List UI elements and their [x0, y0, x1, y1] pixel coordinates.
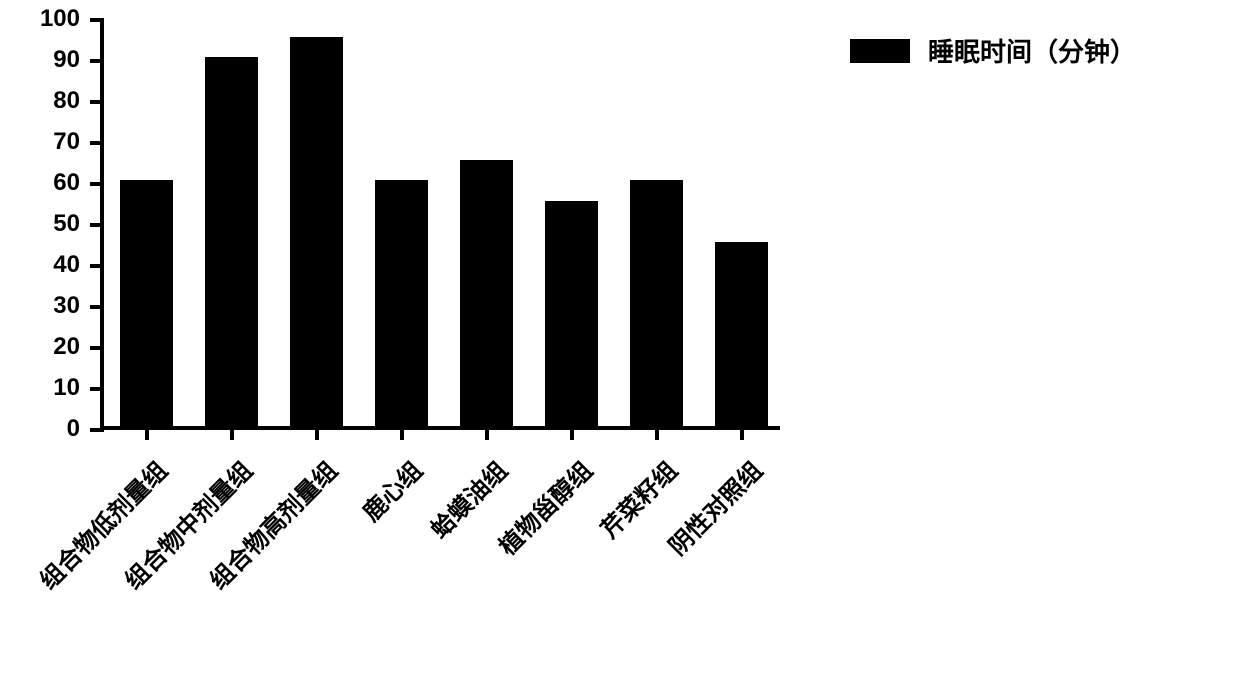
y-tick [90, 182, 104, 186]
y-tick [90, 223, 104, 227]
y-tick-label: 40 [10, 251, 80, 279]
x-tick [570, 426, 574, 440]
x-tick [315, 426, 319, 440]
bar [205, 57, 258, 426]
y-tick-label: 70 [10, 128, 80, 156]
x-tick [400, 426, 404, 440]
y-tick-label: 50 [10, 210, 80, 238]
y-tick-label: 90 [10, 46, 80, 74]
bar [290, 37, 343, 427]
y-tick [90, 264, 104, 268]
x-tick [230, 426, 234, 440]
y-tick-label: 10 [10, 374, 80, 402]
y-tick [90, 100, 104, 104]
bar [460, 160, 513, 427]
y-tick [90, 428, 104, 432]
y-tick [90, 346, 104, 350]
bar-chart: 睡眠时间（分钟） 0102030405060708090100组合物低剂量组组合… [10, 10, 1230, 646]
bar [715, 242, 768, 427]
y-tick-label: 80 [10, 87, 80, 115]
x-tick [740, 426, 744, 440]
bar [630, 180, 683, 426]
y-tick [90, 141, 104, 145]
y-tick [90, 59, 104, 63]
x-tick [145, 426, 149, 440]
y-tick [90, 387, 104, 391]
y-tick-label: 60 [10, 169, 80, 197]
y-tick-label: 0 [10, 415, 80, 443]
y-tick [90, 305, 104, 309]
bar [545, 201, 598, 427]
y-tick [90, 18, 104, 22]
legend-swatch [850, 39, 910, 63]
y-tick-label: 30 [10, 292, 80, 320]
legend-label: 睡眠时间（分钟） [928, 32, 1136, 69]
legend: 睡眠时间（分钟） [850, 32, 1136, 69]
plot-area [100, 20, 780, 430]
x-tick [655, 426, 659, 440]
x-tick [485, 426, 489, 440]
y-tick-label: 100 [10, 5, 80, 33]
bar [375, 180, 428, 426]
y-tick-label: 20 [10, 333, 80, 361]
bar [120, 180, 173, 426]
